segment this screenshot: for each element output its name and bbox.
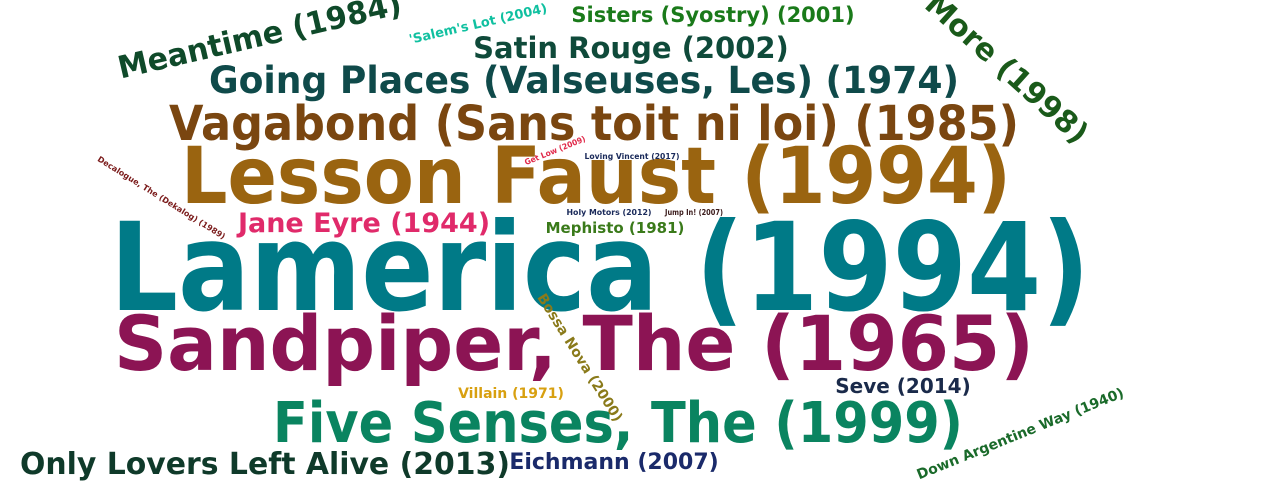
word-2: Lesson Faust (1994) (181, 132, 1011, 222)
word-12: Sisters (Syostry) (2001) (571, 3, 854, 27)
word-21: Holy Motors (2012) (567, 208, 652, 217)
word-1: Lamerica (1994) (110, 197, 1090, 339)
word-4: Vagabond (Sans toit ni loi) (1985) (169, 96, 1019, 152)
word-22: Jump In! (2007) (664, 208, 723, 217)
word-18: Villain (1971) (458, 386, 564, 402)
word-13: Eichmann (2007) (509, 450, 718, 475)
word-3: Sandpiper, The (1965) (114, 299, 1034, 388)
word-11: Jane Eyre (1944) (236, 208, 490, 239)
word-14: Seve (2014) (835, 374, 970, 398)
word-5: Five Senses, The (1999) (273, 391, 963, 456)
word-7: Only Lovers Left Alive (2013) (20, 447, 510, 482)
word-6: Going Places (Valseuses, Les) (1974) (209, 59, 959, 102)
word-20: Loving Vincent (2017) (585, 152, 680, 161)
word-10: Satin Rouge (2002) (473, 31, 789, 65)
word-15: Mephisto (1981) (546, 219, 685, 237)
